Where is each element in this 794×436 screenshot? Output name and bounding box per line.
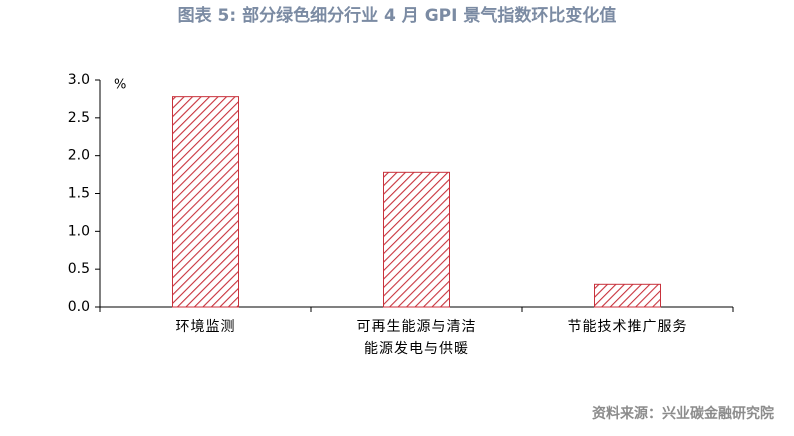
y-tick-label: 0.0: [68, 299, 90, 315]
x-tick-label: 节能技术推广服务: [567, 319, 688, 335]
x-tick-label: 可再生能源与清洁能源发电与供暖: [356, 319, 477, 357]
y-tick-label: 1.5: [68, 186, 90, 202]
unit-label: %: [114, 78, 126, 93]
bar: [383, 171, 450, 308]
x-tick-label: 环境监测: [175, 319, 236, 335]
chart-title: 图表 5: 部分绿色细分行业 4 月 GPI 景气指数环比变化值: [178, 5, 617, 26]
source: 资料来源：兴业碳金融研究院: [592, 405, 774, 422]
y-tick-label: 2.5: [68, 110, 90, 126]
bar: [172, 96, 239, 308]
y-tick-label: 0.5: [68, 261, 90, 277]
y-tick-label: 1.0: [68, 223, 90, 239]
y-tick-label: 3.0: [68, 72, 90, 88]
y-tick-label: 2.0: [68, 148, 90, 164]
bar: [594, 283, 661, 308]
